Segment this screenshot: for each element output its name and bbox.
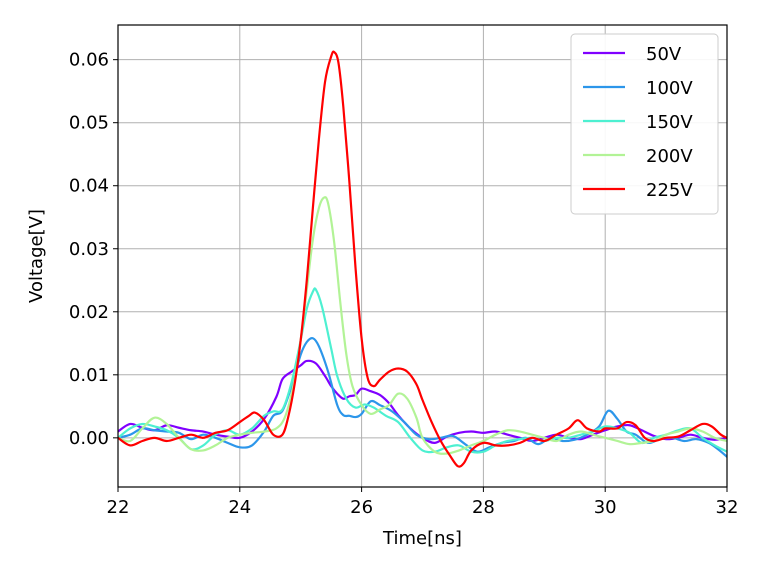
- series-layer: [118, 50, 727, 468]
- x-tick-label: 32: [716, 497, 739, 518]
- x-tick-label: 30: [594, 497, 617, 518]
- legend: 50V 100V 150V 200V 225V: [570, 33, 719, 215]
- legend-box: [570, 33, 719, 215]
- legend-label-50v: 50V: [646, 44, 682, 65]
- y-axis-title: Voltage[V]: [26, 209, 47, 303]
- legend-label-150v: 150V: [646, 112, 693, 133]
- x-axis-title: Time[ns]: [382, 528, 462, 549]
- y-axis-ticks: 0.00 0.01 0.02 0.03 0.04 0.05 0.06: [69, 50, 118, 449]
- x-axis-ticks: 22 24 26 28 30 32: [107, 487, 739, 518]
- plot-frame: [117, 24, 728, 488]
- y-tick-label: 0.01: [69, 365, 109, 386]
- x-tick-label: 24: [228, 497, 251, 518]
- y-tick-label: 0.03: [69, 239, 109, 260]
- legend-label-225v: 225V: [646, 180, 693, 201]
- legend-label-200v: 200V: [646, 146, 693, 167]
- x-tick-label: 28: [472, 497, 495, 518]
- y-tick-label: 0.02: [69, 302, 109, 323]
- series-line-225v: [118, 50, 727, 468]
- legend-label-100v: 100V: [646, 78, 693, 99]
- x-tick-label: 22: [107, 497, 130, 518]
- y-tick-label: 0.06: [69, 50, 109, 71]
- y-tick-label: 0.05: [69, 113, 109, 134]
- series-line-200v: [118, 196, 727, 455]
- y-tick-label: 0.04: [69, 176, 109, 197]
- y-tick-label: 0.00: [69, 428, 109, 449]
- x-tick-label: 26: [350, 497, 373, 518]
